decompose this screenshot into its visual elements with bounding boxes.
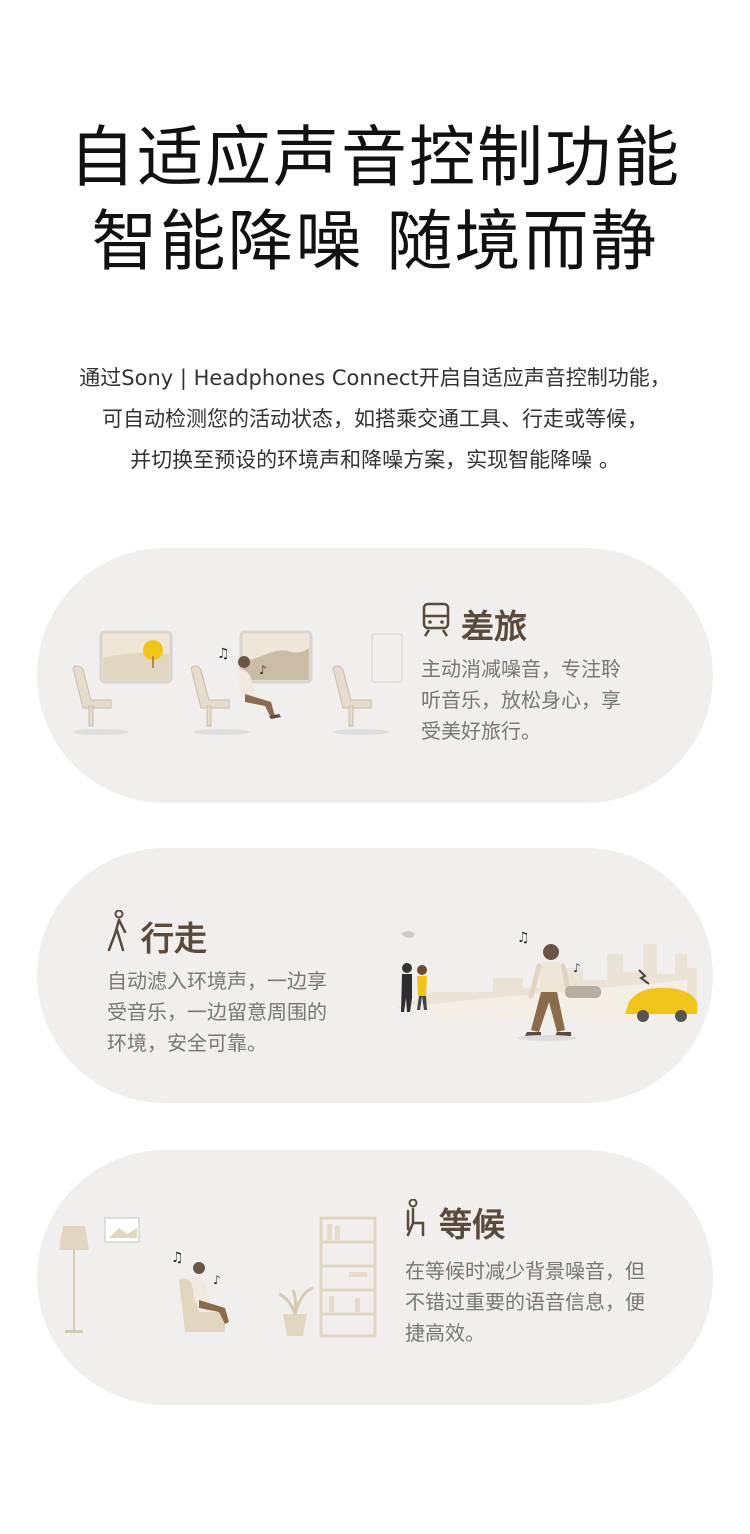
svg-text:♫: ♫ xyxy=(517,930,530,946)
train-icon xyxy=(421,602,451,646)
card-waiting-title: 等候 xyxy=(439,1205,505,1244)
card-walking-title-row: 行走 xyxy=(107,909,207,962)
page-title-line1: 自适应声音控制功能 xyxy=(69,119,681,196)
desc-line: 在等候时减少背景噪音，但 xyxy=(405,1259,645,1283)
svg-text:♫: ♫ xyxy=(217,646,230,662)
card-walking-desc: 自动滤入环境声，一边享 受音乐，一边留意周围的 环境，安全可靠。 xyxy=(107,966,327,1059)
svg-text:♪: ♪ xyxy=(259,663,267,677)
card-travel-desc: 主动消减噪音，专注聆 听音乐，放松身心，享 受美好旅行。 xyxy=(421,654,621,747)
page-title-line2: 智能降噪 随境而静 xyxy=(91,203,659,280)
card-travel-title: 差旅 xyxy=(461,607,527,646)
seated-person-icon xyxy=(405,1198,429,1245)
svg-text:♪: ♪ xyxy=(213,1273,221,1287)
intro-line: 通过Sony | Headphones Connect开启自适应声音控制功能， xyxy=(79,366,671,390)
desc-line: 环境，安全可靠。 xyxy=(107,1031,267,1055)
intro-line: 并切换至预设的环境声和降噪方案，实现智能降噪 。 xyxy=(130,448,620,472)
desc-line: 自动滤入环境声，一边享 xyxy=(107,969,327,993)
card-waiting: ♫ ♪ 等候 在等候时减少背景噪音，但 不错过重要的语音信息，便 捷高效。 xyxy=(37,1150,713,1405)
intro-paragraph: 通过Sony | Headphones Connect开启自适应声音控制功能， … xyxy=(20,358,730,481)
intro-line: 可自动检测您的活动状态，如搭乘交通工具、行走或等候， xyxy=(102,407,648,431)
desc-line: 不错过重要的语音信息，便 xyxy=(405,1290,645,1314)
card-waiting-title-row: 等候 xyxy=(405,1198,505,1246)
card-travel-title-row: 差旅 xyxy=(421,600,527,648)
card-walking-title: 行走 xyxy=(141,919,207,958)
desc-line: 捷高效。 xyxy=(405,1321,485,1345)
desc-line: 受音乐，一边留意周围的 xyxy=(107,1000,327,1024)
walking-person-icon xyxy=(107,909,131,962)
desc-line: 主动消减噪音，专注聆 xyxy=(421,657,621,681)
waiting-illustration: ♫ ♪ xyxy=(59,1216,377,1338)
card-waiting-desc: 在等候时减少背景噪音，但 不错过重要的语音信息，便 捷高效。 xyxy=(405,1256,645,1349)
card-walking: 行走 自动滤入环境声，一边享 受音乐，一边留意周围的 环境，安全可靠。 ♫ ♪ xyxy=(37,848,713,1103)
card-travel: ♫ ♪ 差旅 主动消减噪音，专注聆 听音乐，放松身心，享 受美好旅行。 xyxy=(37,548,713,803)
svg-text:♪: ♪ xyxy=(573,961,581,975)
desc-line: 受美好旅行。 xyxy=(421,719,541,743)
travel-illustration: ♫ ♪ xyxy=(72,630,403,735)
walking-illustration: ♫ ♪ xyxy=(397,930,697,1041)
svg-text:♫: ♫ xyxy=(171,1250,184,1266)
desc-line: 听音乐，放松身心，享 xyxy=(421,688,621,712)
